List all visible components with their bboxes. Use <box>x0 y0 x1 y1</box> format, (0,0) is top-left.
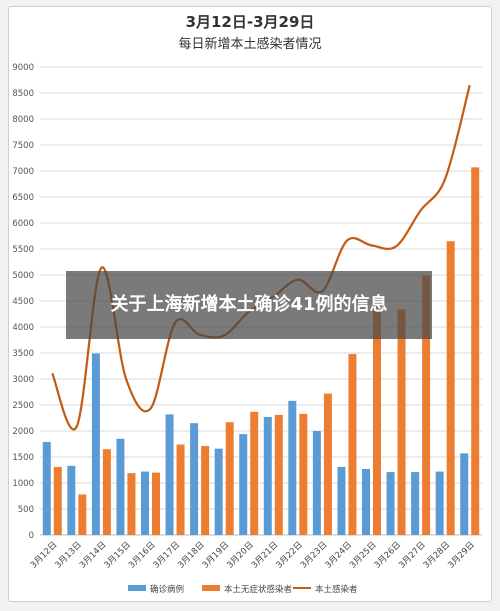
bar-asymptomatic <box>422 275 431 535</box>
y-tick-label: 1500 <box>12 453 34 463</box>
y-tick-label: 8000 <box>12 115 34 125</box>
bar-asymptomatic <box>299 413 308 535</box>
y-tick-label: 2000 <box>12 427 34 437</box>
bar-confirmed <box>386 472 395 535</box>
y-tick-label: 8500 <box>12 89 34 99</box>
y-tick-label: 1000 <box>12 479 34 489</box>
y-tick-label: 5500 <box>12 245 34 255</box>
bar-asymptomatic <box>102 449 111 535</box>
bar-confirmed <box>460 453 469 535</box>
bar-confirmed <box>116 438 125 535</box>
bar-confirmed <box>165 414 174 535</box>
legend-swatch <box>128 585 146 591</box>
bar-asymptomatic <box>78 494 87 535</box>
bar-confirmed <box>288 400 297 535</box>
y-tick-label: 7000 <box>12 167 34 177</box>
bar-asymptomatic <box>201 446 210 535</box>
y-tick-label: 4500 <box>12 297 34 307</box>
bar-asymptomatic <box>397 309 406 535</box>
bar-asymptomatic <box>176 444 185 535</box>
headline-text: 关于上海新增本土确诊41例的信息 <box>110 294 388 315</box>
y-tick-label: 5000 <box>12 271 34 281</box>
y-tick-label: 500 <box>18 505 34 515</box>
bar-asymptomatic <box>348 354 357 535</box>
chart-subtitle: 每日新增本土感染者情况 <box>178 36 321 52</box>
headline-banner: 关于上海新增本土确诊41例的信息 <box>66 271 432 339</box>
y-tick-label: 3000 <box>12 375 34 385</box>
chart-title: 3月12日-3月29日 <box>186 13 315 31</box>
y-tick-label: 4000 <box>12 323 34 333</box>
bar-confirmed <box>190 423 199 535</box>
y-tick-label: 6000 <box>12 219 34 229</box>
bar-confirmed <box>141 471 149 535</box>
bar-asymptomatic <box>274 414 283 535</box>
bar-asymptomatic <box>53 466 62 535</box>
legend-label: 确诊病例 <box>150 584 184 595</box>
y-tick-label: 3500 <box>12 349 34 359</box>
bar-confirmed <box>239 434 248 535</box>
x-tick-label: 3月29日 <box>446 540 477 571</box>
line-total-infections <box>51 84 471 431</box>
y-tick-label: 0 <box>29 531 34 541</box>
bar-confirmed <box>312 431 321 535</box>
bar-confirmed <box>214 448 223 535</box>
bar-asymptomatic <box>225 422 234 535</box>
bar-confirmed <box>411 472 420 535</box>
bar-confirmed <box>91 353 100 535</box>
bar-asymptomatic <box>127 473 136 535</box>
legend-label: 本土无症状感染者 <box>224 584 293 595</box>
y-tick-label: 9000 <box>12 63 34 73</box>
bar-confirmed <box>67 465 76 535</box>
legend-swatch <box>202 585 220 591</box>
bar-asymptomatic <box>373 310 381 535</box>
y-tick-label: 7500 <box>12 141 34 151</box>
bar-asymptomatic <box>471 167 480 536</box>
bar-confirmed <box>435 471 444 535</box>
bar-asymptomatic <box>446 241 455 535</box>
bar-confirmed <box>42 441 51 535</box>
bar-confirmed <box>263 416 272 535</box>
bar-asymptomatic <box>323 393 332 535</box>
y-tick-label: 6500 <box>12 193 34 203</box>
bar-asymptomatic <box>152 472 160 535</box>
legend-label: 本土感染者 <box>315 584 358 595</box>
y-tick-label: 2500 <box>12 401 34 411</box>
bar-confirmed <box>362 468 370 535</box>
bar-asymptomatic <box>250 411 259 535</box>
bar-confirmed <box>337 466 346 535</box>
